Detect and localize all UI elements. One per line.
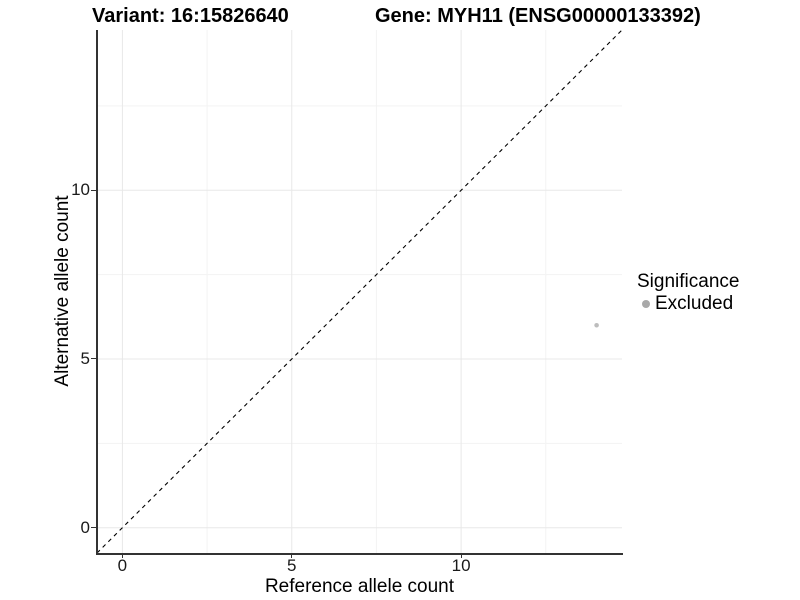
legend-entry-label: Excluded (655, 293, 734, 314)
x-axis-tick-label: 10 (451, 556, 471, 575)
x-axis-title: Reference allele count (264, 576, 455, 597)
y-axis-tick-label: 0 (80, 517, 90, 537)
y-tick-mark (91, 189, 96, 191)
legend-point-icon (642, 300, 650, 308)
legend: Significance Excluded (637, 271, 739, 315)
chart-title-variant: Variant: 16:15826640 (92, 5, 289, 27)
plot-panel (97, 30, 622, 553)
y-axis-tick-label: 10 (71, 180, 90, 200)
x-axis-tick-label: 5 (287, 556, 297, 575)
legend-entry: Excluded (637, 293, 739, 315)
y-axis-title-text: Alternative allele count (52, 195, 73, 387)
y-axis-tick-label: 5 (80, 348, 90, 368)
x-tick-mark (291, 553, 293, 558)
data-point (594, 322, 599, 328)
legend-title: Significance (637, 271, 740, 292)
identity-line (97, 30, 622, 553)
x-axis-tick-label: 0 (117, 556, 128, 575)
x-axis-line (96, 553, 623, 555)
x-tick-mark (121, 553, 123, 558)
x-tick-mark (460, 553, 462, 558)
plot-area-svg (97, 30, 622, 553)
y-tick-mark (91, 358, 96, 360)
y-tick-mark (91, 527, 96, 529)
chart-title-gene: Gene: MYH11 (ENSG00000133392) (375, 5, 701, 27)
y-axis-line (96, 30, 98, 555)
